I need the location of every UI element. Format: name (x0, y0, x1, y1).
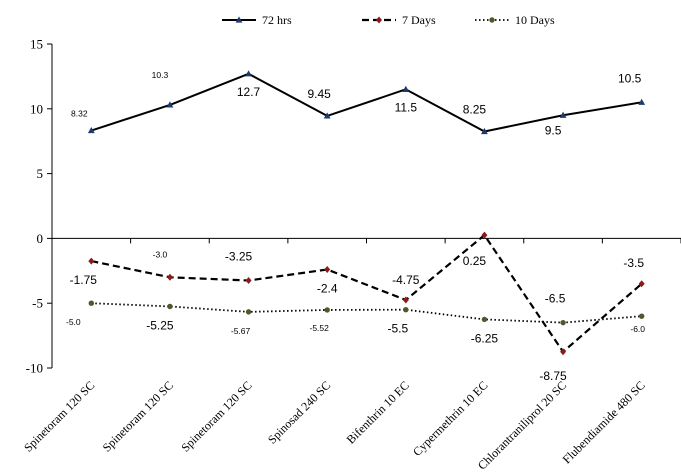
data-point (245, 70, 252, 77)
data-point (87, 126, 95, 134)
y-tick-label: -5 (32, 296, 43, 311)
category-label: Spinetoram 120 SC (100, 378, 176, 454)
legend-item-72-hrs: 72 hrs (222, 13, 292, 27)
series-72-hrs (87, 70, 646, 135)
data-label: 8.32 (71, 109, 88, 119)
data-label: -4.75 (392, 273, 420, 287)
data-label: 9.45 (308, 87, 332, 101)
data-point (559, 111, 567, 118)
data-label: -6.5 (545, 292, 566, 306)
legend-label: 72 hrs (262, 13, 292, 27)
data-point (481, 127, 488, 135)
y-tick-label: 5 (37, 166, 44, 181)
series-line (91, 234, 643, 353)
data-point (402, 85, 410, 92)
category-label: Flubendiamide 480 SC (560, 378, 648, 466)
data-point (560, 319, 566, 326)
data-point (638, 98, 646, 105)
legend-marker (376, 16, 382, 24)
data-label: -5.5 (387, 322, 408, 336)
legend-marker (235, 16, 243, 23)
data-point (88, 300, 95, 306)
category-label: Chlorantraniliprol 20 SC (475, 378, 569, 472)
category-label: Spinetoram 120 SC (21, 378, 97, 454)
data-label: -5.67 (231, 326, 251, 336)
data-label: 8.25 (463, 102, 487, 116)
legend: 72 hrs 7 Days 10 Days (222, 13, 555, 27)
legend-item-7-days: 7 Days (362, 13, 436, 27)
y-tick-label: 10 (30, 101, 43, 116)
data-label: 12.7 (237, 85, 261, 99)
data-point (324, 266, 331, 274)
y-tick-label: 15 (30, 37, 43, 52)
data-label: 9.5 (545, 123, 562, 137)
data-point (166, 273, 173, 281)
data-point (403, 306, 409, 313)
data-point (88, 257, 95, 265)
data-point (245, 277, 252, 285)
data-label: 11.5 (395, 100, 418, 114)
data-label: -1.75 (70, 273, 98, 287)
data-point (481, 316, 488, 323)
data-label: -3.25 (225, 250, 253, 264)
series-line (91, 72, 642, 133)
data-point (481, 231, 488, 239)
legend-label: 7 Days (402, 13, 436, 27)
data-label: -3.0 (153, 249, 168, 259)
data-label: -5.52 (310, 323, 330, 333)
data-label: -2.4 (317, 282, 338, 296)
data-point (167, 303, 173, 310)
series-7-days (88, 231, 645, 356)
data-point (638, 313, 645, 319)
data-label: -6.25 (471, 331, 499, 345)
series-line (91, 302, 642, 324)
data-label: -5.25 (146, 318, 174, 332)
data-point (560, 348, 567, 356)
data-point (324, 307, 330, 313)
data-point (166, 101, 174, 108)
data-point (245, 309, 252, 315)
y-tick-label: -10 (26, 361, 43, 376)
category-label: Bifenthrin 10 EC (344, 378, 412, 446)
series-10-days (88, 300, 645, 326)
data-point (323, 112, 331, 119)
legend-marker (489, 17, 495, 23)
data-label: -6.0 (630, 324, 645, 334)
category-label: Cypermethrin 10 EC (410, 378, 491, 459)
data-label: -5.0 (66, 317, 81, 327)
data-label: -8.75 (539, 369, 567, 383)
category-label: Spinosad 240 SC (265, 378, 333, 446)
data-label: -3.5 (623, 256, 644, 270)
legend-item-10-days: 10 Days (475, 13, 555, 27)
data-label: 0.25 (463, 254, 487, 268)
legend-label: 10 Days (515, 13, 555, 27)
y-tick-label: 0 (37, 231, 44, 246)
data-label: 10.3 (152, 70, 169, 80)
data-label: 10.5 (618, 71, 642, 85)
category-label: Spinetoram 120 SC (178, 378, 254, 454)
series-layer (87, 70, 646, 356)
data-point (638, 280, 645, 288)
data-point (402, 296, 409, 304)
data-label-layer: 8.32 10.3 12.7 9.45 11.5 8.25 9.5 10.5 -1.75 -3.0… (66, 70, 645, 383)
